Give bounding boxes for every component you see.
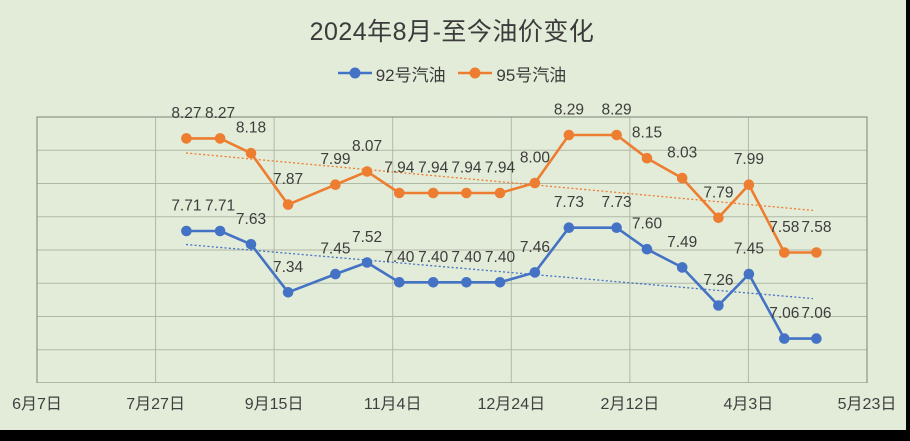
svg-text:8.18: 8.18 — [236, 120, 266, 137]
svg-text:8.29: 8.29 — [602, 102, 632, 119]
svg-text:8.15: 8.15 — [632, 125, 662, 142]
svg-text:7.26: 7.26 — [703, 272, 733, 289]
svg-text:7.45: 7.45 — [320, 241, 350, 258]
svg-text:7.40: 7.40 — [384, 249, 415, 266]
svg-text:7.06: 7.06 — [769, 305, 799, 322]
svg-text:8.00: 8.00 — [520, 150, 551, 167]
svg-text:7.94: 7.94 — [384, 160, 415, 177]
svg-text:7.60: 7.60 — [632, 216, 663, 233]
svg-text:7.49: 7.49 — [667, 234, 697, 251]
svg-text:7.87: 7.87 — [273, 171, 303, 188]
svg-text:8.27: 8.27 — [205, 105, 235, 122]
svg-text:7.58: 7.58 — [801, 219, 831, 236]
svg-text:8.07: 8.07 — [352, 138, 382, 155]
svg-text:7.99: 7.99 — [734, 151, 764, 168]
svg-text:7.46: 7.46 — [520, 239, 550, 256]
svg-text:7.71: 7.71 — [171, 198, 201, 215]
svg-text:7.34: 7.34 — [273, 259, 304, 276]
svg-text:7.40: 7.40 — [418, 249, 449, 266]
svg-text:8.03: 8.03 — [667, 145, 697, 162]
svg-text:7.58: 7.58 — [769, 219, 799, 236]
svg-text:7.79: 7.79 — [703, 184, 733, 201]
svg-text:7.06: 7.06 — [801, 305, 831, 322]
svg-text:7.94: 7.94 — [485, 160, 516, 177]
svg-text:7.94: 7.94 — [418, 160, 449, 177]
svg-text:7.40: 7.40 — [485, 249, 516, 266]
svg-text:7.99: 7.99 — [320, 151, 350, 168]
svg-text:7.94: 7.94 — [451, 160, 482, 177]
svg-text:7.71: 7.71 — [205, 198, 235, 215]
svg-text:7.63: 7.63 — [236, 211, 266, 228]
svg-text:7.52: 7.52 — [352, 229, 382, 246]
svg-text:7.73: 7.73 — [554, 194, 584, 211]
svg-text:7.40: 7.40 — [451, 249, 482, 266]
svg-text:8.27: 8.27 — [171, 105, 201, 122]
svg-text:7.45: 7.45 — [734, 241, 764, 258]
svg-text:8.29: 8.29 — [554, 102, 584, 119]
svg-text:7.73: 7.73 — [602, 194, 632, 211]
